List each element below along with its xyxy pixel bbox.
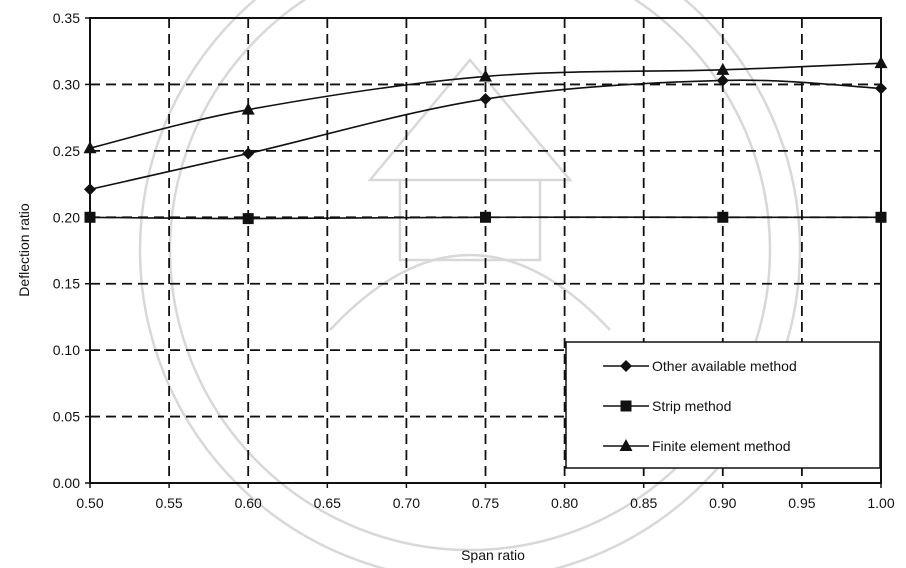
legend-label: Strip method: [652, 398, 731, 414]
y-tick-label: 0.35: [53, 10, 80, 26]
legend-item: Other available method: [603, 358, 797, 374]
data-point-diamond: [716, 74, 729, 87]
data-point-square: [717, 211, 729, 223]
x-tick-label: 0.50: [76, 495, 103, 511]
x-tick-label: 1.00: [867, 495, 894, 511]
data-point-triangle: [716, 62, 730, 75]
legend-marker-square: [620, 400, 632, 412]
x-axis: 0.50 0.55 0.60 0.65 0.70 0.75 0.80 0.85 0.90 0.95…: [76, 483, 895, 511]
x-tick-label: 0.75: [472, 495, 499, 511]
data-point-diamond: [242, 147, 255, 160]
data-point-triangle: [874, 56, 888, 69]
x-tick-label: 0.85: [630, 495, 657, 511]
data-point-diamond: [84, 183, 96, 196]
data-point-diamond: [479, 93, 492, 106]
series-triangle: [83, 56, 888, 154]
data-point-square: [875, 211, 887, 223]
legend-item: Finite element method: [603, 438, 791, 454]
data-point-diamond: [875, 82, 887, 95]
y-axis-title: Deflection ratio: [16, 203, 32, 297]
legend-label: Other available method: [652, 358, 797, 374]
x-tick-label: 0.60: [235, 495, 262, 511]
x-tick-label: 0.90: [709, 495, 736, 511]
series-diamond: [84, 74, 887, 196]
legend-item: Strip method: [603, 398, 731, 414]
x-tick-label: 0.80: [551, 495, 578, 511]
legend-box: [565, 341, 881, 469]
legend-label: Finite element method: [652, 438, 791, 454]
x-tick-label: 0.65: [314, 495, 341, 511]
y-tick-label: 0.00: [53, 475, 80, 491]
y-tick-label: 0.15: [53, 276, 80, 292]
data-point-triangle: [479, 69, 492, 82]
data-point-square: [480, 211, 491, 223]
data-point-square: [242, 213, 254, 225]
data-point-triangle: [241, 102, 255, 115]
x-tick-label: 0.55: [155, 495, 182, 511]
x-axis-title: Span ratio: [461, 547, 525, 563]
data-point-triangle: [83, 141, 97, 154]
legend-marker-triangle: [619, 439, 633, 451]
series-square: [84, 211, 887, 225]
y-tick-label: 0.20: [53, 209, 80, 225]
y-axis: 0.00 0.05 0.10 0.15 0.20 0.25 0.30 0.35: [53, 10, 90, 491]
y-tick-label: 0.30: [53, 76, 80, 92]
x-tick-label: 0.95: [788, 495, 815, 511]
y-tick-label: 0.05: [53, 409, 80, 425]
legend: Other available method Strip method Finite…: [565, 341, 881, 469]
y-tick-label: 0.10: [53, 342, 80, 358]
data-point-square: [84, 211, 96, 223]
x-tick-label: 0.70: [393, 495, 420, 511]
legend-marker-diamond: [620, 360, 632, 372]
y-tick-label: 0.25: [53, 143, 80, 159]
series-group: [83, 56, 888, 225]
